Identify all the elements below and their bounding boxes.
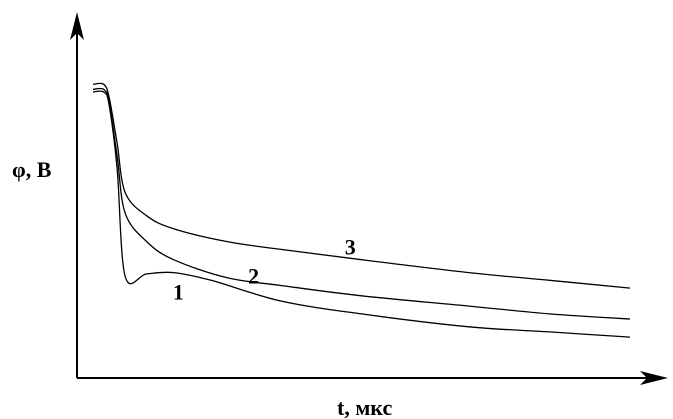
series-1-label: 1 <box>173 280 184 305</box>
x-axis-label: t, мкс <box>337 395 392 419</box>
curves <box>92 82 631 338</box>
x-axis-arrow <box>640 371 668 385</box>
series-2-line <box>92 87 631 320</box>
series-3-line <box>92 82 631 289</box>
y-axis-arrow <box>70 12 84 40</box>
axes <box>70 12 668 385</box>
series-2-label: 2 <box>248 264 259 289</box>
y-axis-label: φ, В <box>12 157 52 182</box>
series-labels: 1 2 3 <box>173 234 356 304</box>
series-3-label: 3 <box>345 234 356 259</box>
